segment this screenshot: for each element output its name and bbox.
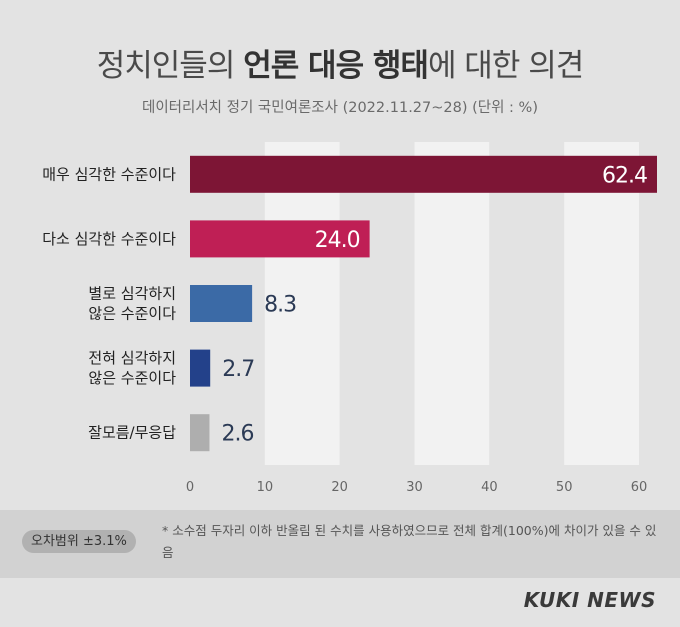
grid-band bbox=[414, 142, 490, 465]
category-label: 다소 심각한 수준이다 bbox=[42, 230, 176, 248]
brand-logo: KUKI NEWS bbox=[523, 588, 656, 612]
category-label: 않은 수준이다 bbox=[88, 305, 176, 323]
bar bbox=[190, 220, 370, 258]
x-tick-label: 40 bbox=[481, 480, 498, 495]
data-label: 24.0 bbox=[315, 228, 360, 253]
category-label: 전혀 심각하지 bbox=[88, 349, 176, 367]
grid-band bbox=[564, 142, 640, 465]
bar bbox=[190, 349, 211, 387]
category-label: 잘모름/무응답 bbox=[88, 424, 176, 442]
x-tick-label: 30 bbox=[406, 480, 423, 495]
grid-band bbox=[264, 142, 340, 465]
grid-band bbox=[639, 142, 657, 465]
category-label: 매우 심각한 수준이다 bbox=[42, 165, 176, 183]
x-tick-label: 60 bbox=[631, 480, 648, 495]
bar bbox=[190, 414, 210, 452]
data-label: 2.6 bbox=[221, 422, 253, 447]
chart-subtitle: 데이터리서치 정기 국민여론조사 (2022.11.27~28) (단위 : %… bbox=[141, 100, 538, 116]
data-label: 8.3 bbox=[264, 293, 296, 318]
category-label: 않은 수준이다 bbox=[88, 369, 176, 387]
rounding-note: * 소수점 두자리 이하 반올림 된 수치를 사용하였으므로 전체 합계(100… bbox=[162, 523, 657, 560]
x-tick-label: 50 bbox=[556, 480, 573, 495]
chart-title: 정치인들의 언론 대응 행태에 대한 의견 bbox=[96, 48, 585, 84]
grid-band bbox=[339, 142, 415, 465]
data-label: 62.4 bbox=[602, 163, 647, 188]
grid-band bbox=[489, 142, 565, 465]
category-label: 별로 심각하지 bbox=[88, 285, 176, 303]
bar bbox=[190, 285, 253, 322]
bar bbox=[190, 155, 657, 193]
x-tick-label: 0 bbox=[186, 480, 194, 495]
data-label: 2.7 bbox=[222, 357, 254, 382]
x-tick-label: 20 bbox=[331, 480, 348, 495]
margin-of-error-badge: 오차범위 ±3.1% bbox=[22, 530, 136, 553]
x-tick-label: 10 bbox=[257, 480, 274, 495]
